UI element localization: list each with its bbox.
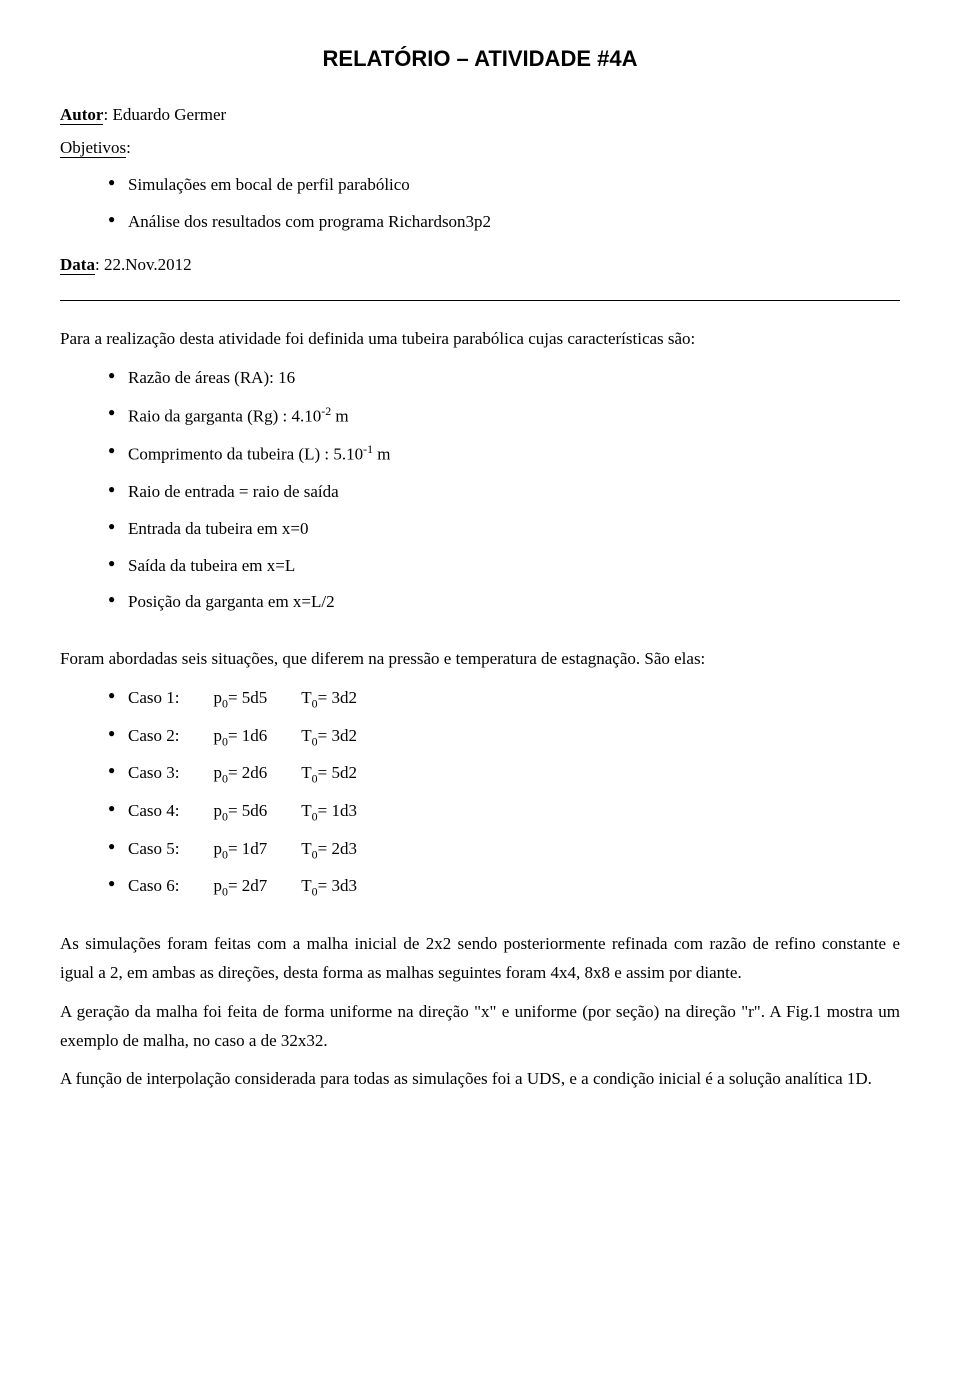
separator-rule <box>60 300 900 301</box>
characteristic-suffix: m <box>373 445 390 464</box>
document-title: RELATÓRIO – ATIVIDADE #4A <box>60 40 900 77</box>
characteristic-suffix: m <box>331 406 348 425</box>
characteristic-item: Raio da garganta (Rg) : 4.10-2 m <box>108 401 900 432</box>
case-label: Caso 4: <box>128 797 213 827</box>
date-value: 22.Nov.2012 <box>104 255 192 274</box>
case-label: Caso 3: <box>128 759 213 789</box>
case-item: Caso 4:p0= 5d6T0= 1d3 <box>108 797 900 827</box>
characteristic-item: Posição da garganta em x=L/2 <box>108 588 900 617</box>
closing-paragraph: As simulações foram feitas com a malha i… <box>60 930 900 988</box>
case-item: Caso 6:p0= 2d7T0= 3d3 <box>108 872 900 902</box>
case-temperature: T0= 3d2 <box>301 722 391 752</box>
date-colon: : <box>95 255 104 274</box>
case-item: Caso 5:p0= 1d7T0= 2d3 <box>108 835 900 865</box>
situations-paragraph: Foram abordadas seis situações, que dife… <box>60 645 900 674</box>
case-label: Caso 6: <box>128 872 213 902</box>
case-temperature: T0= 2d3 <box>301 835 391 865</box>
closing-paragraph: A função de interpolação considerada par… <box>60 1065 900 1094</box>
author-label: Autor <box>60 105 103 125</box>
case-pressure: p0= 5d5 <box>213 684 301 714</box>
cases-list: Caso 1:p0= 5d5T0= 3d2Caso 2:p0= 1d6T0= 3… <box>60 684 900 902</box>
case-temperature: T0= 5d2 <box>301 759 391 789</box>
objectives-line: Objetivos: <box>60 134 900 163</box>
case-pressure: p0= 5d6 <box>213 797 301 827</box>
date-label: Data <box>60 255 95 275</box>
objectives-item: Análise dos resultados com programa Rich… <box>108 208 900 237</box>
characteristic-item: Entrada da tubeira em x=0 <box>108 515 900 544</box>
author-name: Eduardo Germer <box>112 105 226 124</box>
objectives-label: Objetivos <box>60 138 126 158</box>
characteristic-item: Raio de entrada = raio de saída <box>108 478 900 507</box>
case-pressure: p0= 1d7 <box>213 835 301 865</box>
objectives-colon: : <box>126 138 131 157</box>
case-label: Caso 1: <box>128 684 213 714</box>
case-pressure: p0= 2d7 <box>213 872 301 902</box>
characteristic-superscript: -2 <box>321 404 331 418</box>
objectives-list: Simulações em bocal de perfil parabólico… <box>60 171 900 237</box>
case-pressure: p0= 2d6 <box>213 759 301 789</box>
case-item: Caso 2:p0= 1d6T0= 3d2 <box>108 722 900 752</box>
characteristic-text: Comprimento da tubeira (L) : 5.10 <box>128 445 363 464</box>
intro-paragraph: Para a realização desta atividade foi de… <box>60 325 900 354</box>
author-line: Autor: Eduardo Germer <box>60 101 900 130</box>
characteristics-list: Razão de áreas (RA): 16 Raio da garganta … <box>60 364 900 618</box>
closing-paragraphs: As simulações foram feitas com a malha i… <box>60 930 900 1094</box>
characteristic-text: Raio da garganta (Rg) : 4.10 <box>128 406 321 425</box>
characteristic-item: Comprimento da tubeira (L) : 5.10-1 m <box>108 439 900 470</box>
case-temperature: T0= 3d3 <box>301 872 391 902</box>
case-label: Caso 5: <box>128 835 213 865</box>
date-line: Data: 22.Nov.2012 <box>60 251 900 280</box>
objectives-item: Simulações em bocal de perfil parabólico <box>108 171 900 200</box>
case-pressure: p0= 1d6 <box>213 722 301 752</box>
closing-paragraph: A geração da malha foi feita de forma un… <box>60 998 900 1056</box>
case-item: Caso 3:p0= 2d6T0= 5d2 <box>108 759 900 789</box>
characteristic-item: Razão de áreas (RA): 16 <box>108 364 900 393</box>
characteristic-superscript: -1 <box>363 442 373 456</box>
case-item: Caso 1:p0= 5d5T0= 3d2 <box>108 684 900 714</box>
case-temperature: T0= 3d2 <box>301 684 391 714</box>
characteristic-item: Saída da tubeira em x=L <box>108 552 900 581</box>
case-temperature: T0= 1d3 <box>301 797 391 827</box>
case-label: Caso 2: <box>128 722 213 752</box>
